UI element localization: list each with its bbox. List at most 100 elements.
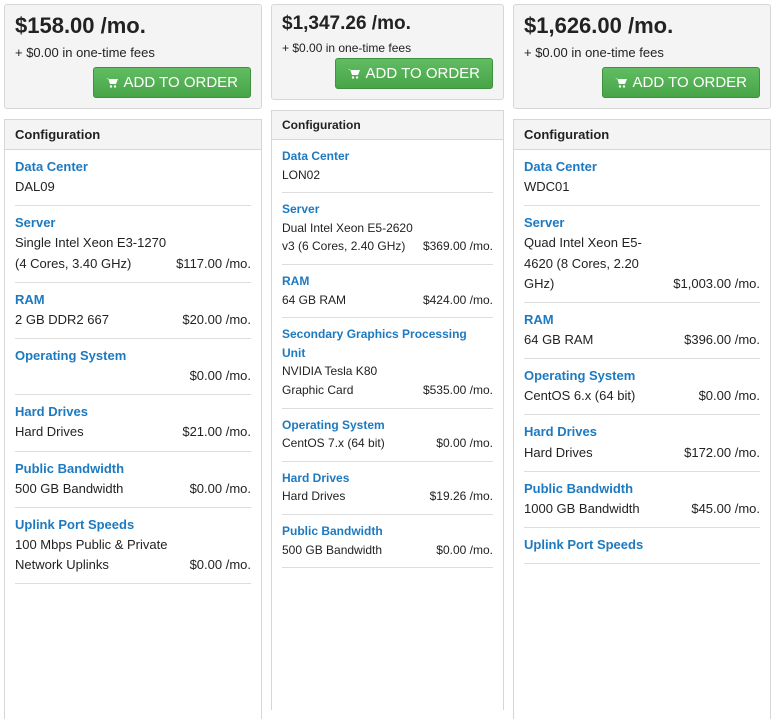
item-price: $19.26 /mo. xyxy=(429,489,493,504)
button-label: ADD TO ORDER xyxy=(632,74,747,91)
monthly-price: $158.00 /mo. xyxy=(15,13,146,38)
config-item: Operating System CentOS 7.x (64 bit) $0.00… xyxy=(282,409,493,462)
config-item: Uplink Port Speeds 100 Mbps Public & Priv… xyxy=(15,508,251,585)
item-row: Quad Intel Xeon E5-4620 (8 Cores, 2.20 G… xyxy=(524,233,760,293)
config-item: Server Dual Intel Xeon E5-2620 v3 (6 Core… xyxy=(282,193,493,265)
item-label: Server xyxy=(15,215,56,231)
item-value: LON02 xyxy=(282,167,321,182)
config-item: Hard Drives Hard Drives $19.26 /mo. xyxy=(282,462,493,515)
cart-icon xyxy=(105,78,118,88)
item-label: Data Center xyxy=(282,149,350,163)
item-value: 500 GB Bandwidth xyxy=(282,542,383,557)
item-label: Data Center xyxy=(15,159,88,174)
item-price: $172.00 /mo. xyxy=(684,444,760,460)
item-label: Uplink Port Speeds xyxy=(15,516,135,532)
item-value: CentOS 7.x (64 bit) xyxy=(282,436,385,451)
item-value: 100 Mbps Public & Private Network Uplink… xyxy=(15,536,168,573)
item-value: Single Intel Xeon E3-1270 (4 Cores, 3.40… xyxy=(15,235,167,271)
config-item: Server Single Intel Xeon E3-1270 (4 Cores… xyxy=(15,206,251,283)
item-label: RAM xyxy=(282,273,310,288)
page-body: $158.00 /mo. + $0.00 in one-time fees ADD … xyxy=(4,4,771,719)
add-to-order-button[interactable]: ADD TO ORDER xyxy=(334,58,493,89)
item-label: Uplink Port Speeds xyxy=(524,536,644,552)
button-label: ADD TO ORDER xyxy=(123,74,238,91)
item-row: 100 Mbps Public & Private Network Uplink… xyxy=(15,535,251,575)
one-time-fees: + $0.00 in one-time fees xyxy=(282,41,412,55)
item-label: RAM xyxy=(15,291,45,307)
item-label: Operating System xyxy=(282,417,385,432)
plan-summary: $1,626.00 /mo. + $0.00 in one-time fees AD… xyxy=(513,4,771,109)
plan-column: $1,347.26 /mo. + $0.00 in one-time fees AD… xyxy=(271,4,504,710)
item-row: DAL09 xyxy=(15,177,251,197)
item-price: $0.00 /mo. xyxy=(436,542,493,557)
item-row: Single Intel Xeon E3-1270 (4 Cores, 3.40… xyxy=(15,233,251,273)
item-row: 64 GB RAM $424.00 /mo. xyxy=(282,291,493,310)
item-label: Operating System xyxy=(15,347,127,363)
item-label: Secondary Graphics Processing Unit xyxy=(282,327,467,360)
item-label: Public Bandwidth xyxy=(524,480,634,496)
item-row: 64 GB RAM $396.00 /mo. xyxy=(524,330,760,350)
plan-column: $158.00 /mo. + $0.00 in one-time fees ADD … xyxy=(4,4,262,719)
cart-icon xyxy=(614,78,627,88)
item-value: 500 GB Bandwidth xyxy=(15,480,124,496)
config-item: RAM 2 GB DDR2 667 $20.00 /mo. xyxy=(15,283,251,339)
item-value: 64 GB RAM xyxy=(282,292,347,307)
item-value: 1000 GB Bandwidth xyxy=(524,500,640,516)
item-value: Hard Drives xyxy=(15,424,84,440)
item-value: 64 GB RAM xyxy=(524,331,594,347)
configuration-items: Data Center LON02 Server Dual Intel Xeon E5… xyxy=(272,140,503,569)
monthly-price: $1,347.26 /mo. xyxy=(282,13,411,34)
add-to-order-button[interactable]: ADD TO ORDER xyxy=(601,67,760,98)
item-price: $20.00 /mo. xyxy=(182,311,251,327)
item-price: $535.00 /mo. xyxy=(422,382,493,397)
config-item: Public Bandwidth 500 GB Bandwidth $0.00 /m… xyxy=(15,452,251,508)
item-price: $0.00 /mo. xyxy=(698,388,760,404)
item-row: CentOS 6.x (64 bit) $0.00 /mo. xyxy=(524,386,760,406)
item-row: 500 GB Bandwidth $0.00 /mo. xyxy=(15,479,251,499)
item-price: $117.00 /mo. xyxy=(176,255,251,271)
config-item: Data Center LON02 xyxy=(282,140,493,194)
item-value: NVIDIA Tesla K80 Graphic Card xyxy=(282,364,378,397)
plan-summary: $158.00 /mo. + $0.00 in one-time fees ADD … xyxy=(4,4,262,109)
config-item: Server Quad Intel Xeon E5-4620 (8 Cores, … xyxy=(524,206,760,303)
item-row: LON02 xyxy=(282,166,493,185)
configuration-title: Configuration xyxy=(5,120,261,150)
config-item: Operating System $0.00 /mo. xyxy=(15,339,251,396)
item-value: WDC01 xyxy=(524,179,570,195)
cart-icon xyxy=(347,69,360,79)
config-item: Public Bandwidth 500 GB Bandwidth $0.00 /m… xyxy=(282,515,493,569)
item-label: Operating System xyxy=(524,368,636,384)
item-value: Dual Intel Xeon E5-2620 v3 (6 Cores, 2.4… xyxy=(282,220,413,254)
item-row: NVIDIA Tesla K80 Graphic Card $535.00 /mo… xyxy=(282,362,493,399)
item-value: 2 GB DDR2 667 xyxy=(15,311,109,327)
item-label: Hard Drives xyxy=(524,424,597,440)
configuration-title: Configuration xyxy=(272,111,503,140)
config-item: RAM 64 GB RAM $396.00 /mo. xyxy=(524,303,760,360)
item-row: 1000 GB Bandwidth $45.00 /mo. xyxy=(524,499,760,519)
config-item: Data Center WDC01 xyxy=(524,150,760,207)
item-row: $0.00 /mo. xyxy=(15,366,251,386)
configuration-items: Data Center DAL09 Server Single Intel Xeon … xyxy=(5,150,261,585)
one-time-fees: + $0.00 in one-time fees xyxy=(524,45,664,60)
item-price: $0.00 /mo. xyxy=(189,368,251,384)
configuration-panel: Configuration Data Center WDC01 Server Quad … xyxy=(513,119,771,719)
item-row: Hard Drives $172.00 /mo. xyxy=(524,443,760,463)
item-row: Hard Drives $19.26 /mo. xyxy=(282,487,493,506)
config-item: Hard Drives Hard Drives $172.00 /mo. xyxy=(524,415,760,472)
item-row: Dual Intel Xeon E5-2620 v3 (6 Cores, 2.4… xyxy=(282,219,493,256)
item-row: Hard Drives $21.00 /mo. xyxy=(15,422,251,442)
item-value: Quad Intel Xeon E5-4620 (8 Cores, 2.20 G… xyxy=(524,235,642,291)
item-value: Hard Drives xyxy=(282,489,346,504)
configuration-panel: Configuration Data Center DAL09 Server Singl… xyxy=(4,119,262,719)
plan-summary: $1,347.26 /mo. + $0.00 in one-time fees AD… xyxy=(271,4,504,100)
add-to-order-button[interactable]: ADD TO ORDER xyxy=(92,67,251,98)
item-value: Hard Drives xyxy=(524,444,593,460)
item-row: WDC01 xyxy=(524,177,760,197)
item-label: Data Center xyxy=(524,159,597,174)
config-item: Public Bandwidth 1000 GB Bandwidth $45.00 … xyxy=(524,472,760,528)
plan-column: $1,626.00 /mo. + $0.00 in one-time fees AD… xyxy=(513,4,771,719)
config-item: Secondary Graphics Processing Unit NVIDIA… xyxy=(282,318,493,409)
item-row: CentOS 7.x (64 bit) $0.00 /mo. xyxy=(282,434,493,453)
item-value: CentOS 6.x (64 bit) xyxy=(524,388,636,404)
item-price: $396.00 /mo. xyxy=(684,331,760,347)
